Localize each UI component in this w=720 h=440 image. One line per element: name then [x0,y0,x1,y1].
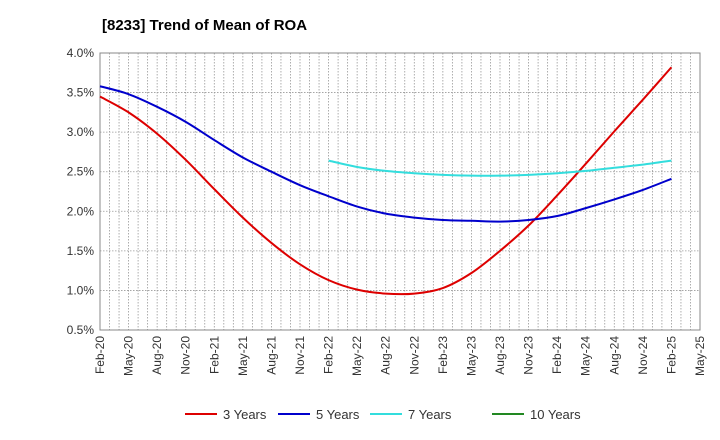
y-tick-label: 1.5% [67,244,95,258]
x-tick-label: Feb-20 [93,336,107,374]
x-tick-label: Aug-21 [264,336,278,375]
y-tick-label: 3.0% [67,125,95,139]
x-tick-label: Aug-22 [379,336,393,375]
x-tick-label: Nov-23 [522,336,536,375]
x-tick-label: Aug-23 [493,336,507,375]
x-tick-label: Feb-24 [550,336,564,374]
y-tick-label: 3.5% [67,86,95,100]
x-tick-label: Feb-25 [664,336,678,374]
x-tick-label: Feb-21 [207,336,221,374]
legend-label-3-years: 3 Years [223,407,267,422]
x-tick-label: May-24 [579,336,593,376]
series-line-3-years [99,66,673,296]
x-tick-label: May-22 [350,336,364,376]
x-tick-label: May-25 [693,336,707,376]
x-tick-label: Nov-22 [407,336,421,375]
chart-title: [8233] Trend of Mean of ROA [102,17,307,34]
legend-label-5-years: 5 Years [316,407,360,422]
y-tick-label: 2.5% [67,165,95,179]
y-tick-label: 4.0% [67,46,95,60]
x-tick-label: Nov-21 [293,336,307,375]
legend-label-10-years: 10 Years [530,407,581,422]
legend-label-7-years: 7 Years [408,407,452,422]
legend: 3 Years 5 Years 7 Years 10 Years [185,407,581,422]
x-tick-label: Feb-22 [322,336,336,374]
grid [100,53,700,330]
y-tick-label: 2.0% [67,204,95,218]
series-layer [99,66,673,296]
x-axis: Feb-20 May-20 Aug-20 Nov-20 Feb-21 May-21 Aug-… [93,336,707,376]
x-tick-label: May-23 [464,336,478,376]
x-tick-label: Nov-20 [179,336,193,375]
y-tick-label: 1.0% [67,283,95,297]
y-tick-label: 0.5% [67,323,95,337]
x-tick-label: Nov-24 [636,336,650,375]
x-tick-label: May-20 [122,336,136,376]
series-line-5-years [99,85,672,223]
plot-frame [99,52,701,331]
y-axis: 0.5% 1.0% 1.5% 2.0% 2.5% 3.0% 3.5% 4.0% [67,46,95,337]
series-line-7-years [328,159,672,177]
x-tick-label: May-21 [236,336,250,376]
x-tick-label: Aug-20 [150,336,164,375]
x-tick-label: Feb-23 [436,336,450,374]
x-tick-label: Aug-24 [607,336,621,375]
